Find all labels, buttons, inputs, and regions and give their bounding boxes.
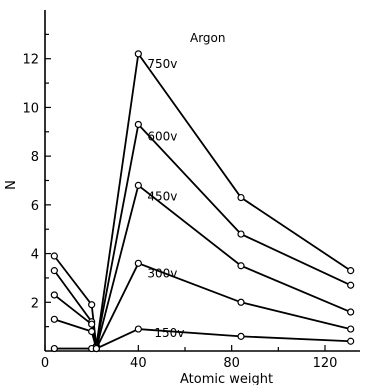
data-point <box>88 327 96 336</box>
data-point <box>347 281 355 289</box>
y-tick-label: 10 <box>22 101 39 116</box>
series-label: 450v <box>147 189 177 203</box>
data-point <box>134 181 142 189</box>
y-tick-label: 8 <box>31 150 39 165</box>
data-point <box>134 259 142 267</box>
y-tick-label: 6 <box>31 199 39 214</box>
series-line <box>53 51 352 347</box>
data-point <box>237 298 245 306</box>
x-tick-label: 80 <box>223 356 240 371</box>
series-750v <box>50 50 355 350</box>
x-tick-label: 120 <box>313 356 338 371</box>
series-line <box>54 262 351 352</box>
data-point <box>237 332 245 340</box>
ticks: 0 40 80 120 2 4 6 8 10 12 <box>22 33 338 371</box>
series-line <box>54 328 351 350</box>
data-point <box>237 262 245 270</box>
series-label: 750v <box>147 57 177 71</box>
labels-group: 750v 600v 450v 300v 150v <box>147 57 184 340</box>
data-point <box>88 320 96 328</box>
x-axis-title: Atomic weight <box>180 372 273 385</box>
data-point <box>50 344 58 353</box>
data-point <box>88 301 96 309</box>
series-450v <box>50 181 355 353</box>
data-point <box>347 308 355 316</box>
data-point <box>237 193 245 202</box>
data-point <box>92 344 100 353</box>
series-150v <box>50 325 355 353</box>
x-tick-label: 0 <box>41 356 49 371</box>
data-point <box>347 325 355 333</box>
series-label: 600v <box>147 129 177 143</box>
y-axis-title: N <box>4 180 19 190</box>
x-tick-label: 40 <box>130 356 147 371</box>
data-point <box>134 50 142 58</box>
y-tick-label: 4 <box>31 248 39 263</box>
y-tick-label: 12 <box>22 53 39 68</box>
data-point <box>347 267 355 275</box>
series-line <box>53 122 352 347</box>
chart-title: Argon <box>190 31 226 45</box>
data-point <box>50 291 58 299</box>
data-point <box>347 337 355 345</box>
y-tick-label: 2 <box>31 296 39 311</box>
axes <box>44 10 360 352</box>
data-point <box>134 120 142 129</box>
data-point <box>50 252 58 260</box>
data-point <box>237 230 245 238</box>
data-point <box>134 325 142 333</box>
series-line <box>53 183 352 349</box>
series-label: 300v <box>147 266 177 280</box>
data-point <box>50 315 58 323</box>
series-label: 150v <box>154 326 184 340</box>
data-point <box>50 267 58 275</box>
series-group <box>50 50 355 353</box>
